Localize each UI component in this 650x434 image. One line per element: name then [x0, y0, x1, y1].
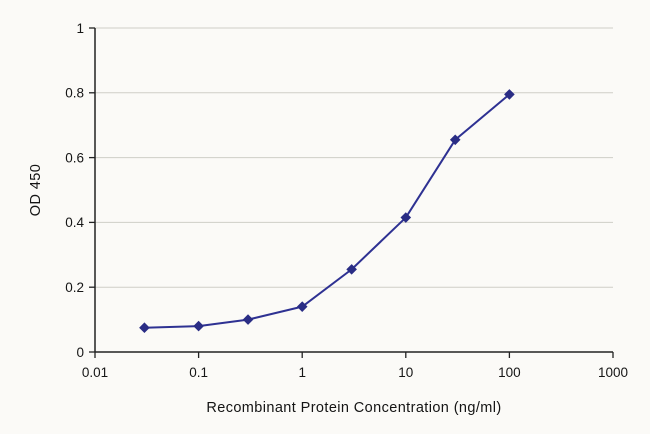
- x-tick-label: 1: [298, 365, 306, 380]
- x-tick-label: 10: [398, 365, 413, 380]
- data-point-marker: [504, 89, 515, 100]
- x-tick-label: 0.01: [82, 365, 108, 380]
- plot-area: 0 0.2 0.4 0.6 0.8 1 0.01 0.1 1 10 100 1000: [65, 21, 628, 380]
- x-axis-label: Recombinant Protein Concentration (ng/ml…: [206, 400, 501, 416]
- x-tick-label: 1000: [598, 365, 628, 380]
- x-tick-label: 100: [498, 365, 521, 380]
- y-tick-label: 0.4: [65, 215, 84, 230]
- data-point-marker: [242, 314, 254, 325]
- data-point-marker: [346, 264, 357, 275]
- data-point-marker: [449, 134, 461, 146]
- data-point-marker: [139, 322, 150, 334]
- y-tick-label: 0.8: [65, 86, 84, 101]
- data-point-marker: [193, 320, 204, 332]
- y-tick-label: 1: [76, 21, 84, 36]
- data-point-marker: [400, 212, 412, 223]
- y-axis-label: OD 450: [28, 164, 44, 216]
- data-point-marker: [296, 301, 308, 312]
- y-tick-label: 0.2: [65, 280, 84, 295]
- series-line: [144, 93, 511, 329]
- y-tick-label: 0: [76, 345, 84, 360]
- x-tick-label: 0.1: [189, 365, 208, 380]
- y-tick-label: 0.6: [65, 150, 84, 165]
